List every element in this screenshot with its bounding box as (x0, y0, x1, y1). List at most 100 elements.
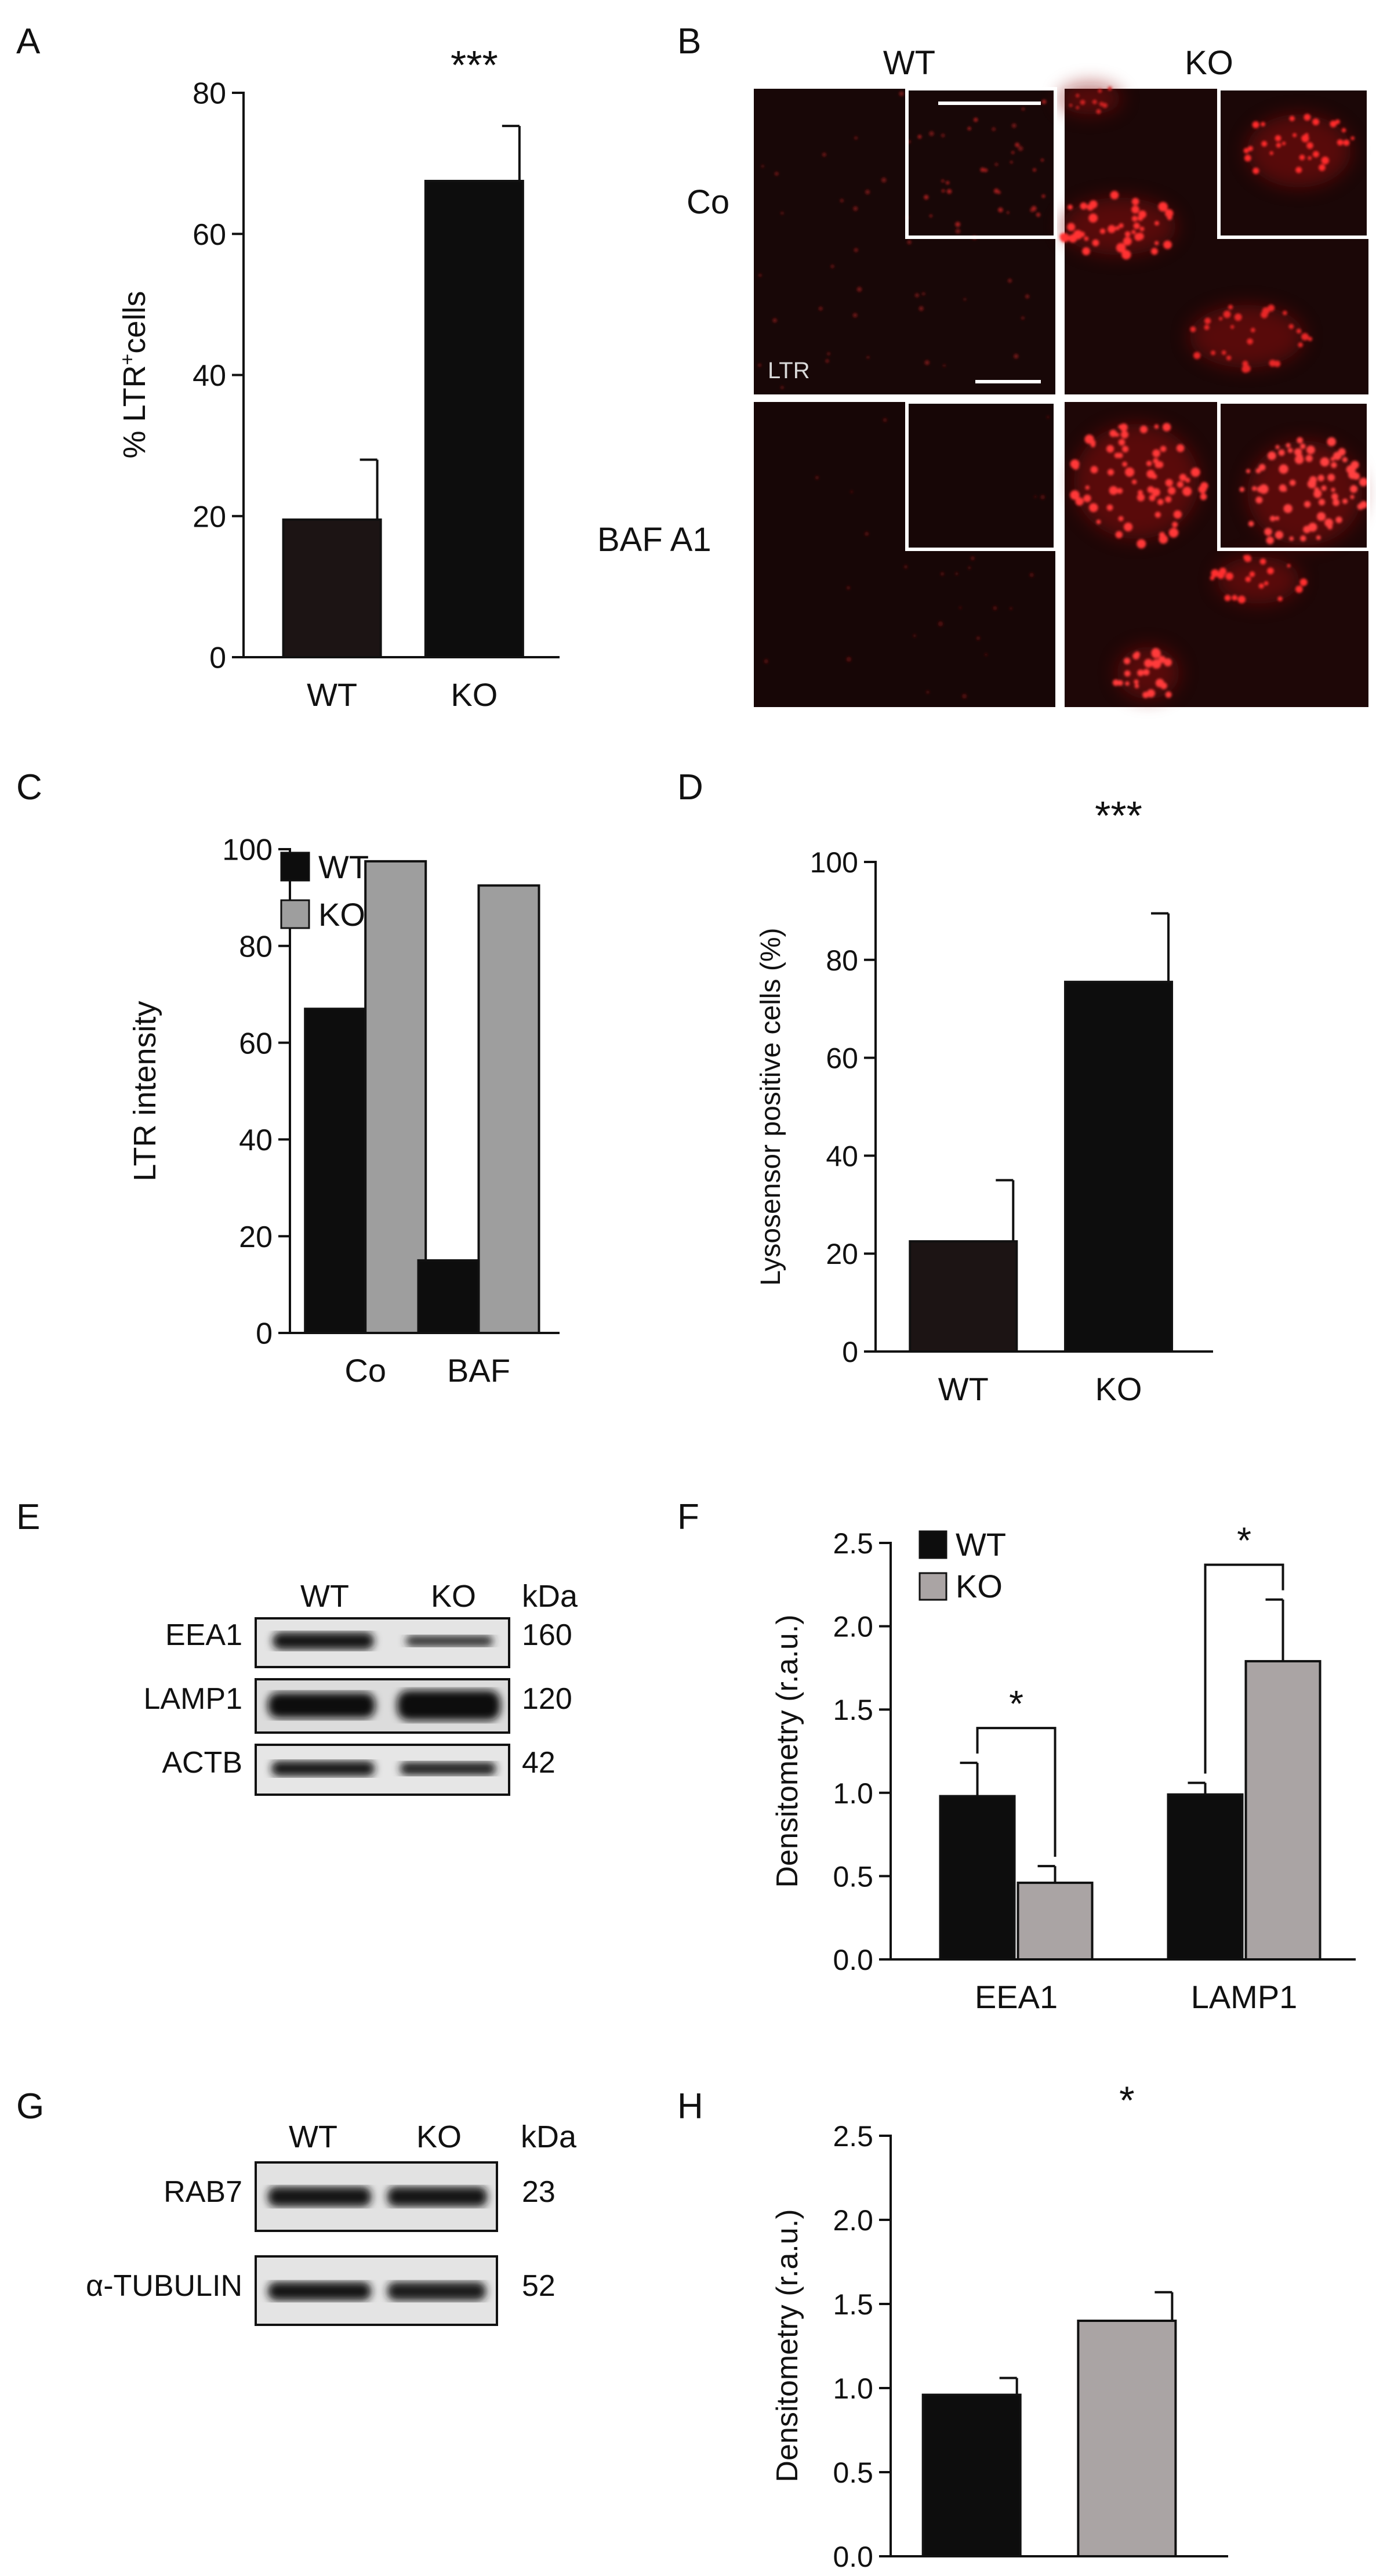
x-tick-label: KO (451, 676, 498, 713)
blot-band (268, 2187, 371, 2207)
fluorescent-puncta (830, 265, 834, 269)
fluorescent-puncta (1338, 448, 1346, 456)
panel-letter-f: F (677, 1497, 699, 1537)
fluorescent-puncta (1121, 249, 1131, 260)
legend-label-wt: WT (318, 849, 369, 885)
fluorescent-puncta (1076, 106, 1080, 110)
panel-letter-c: C (16, 767, 42, 807)
fluorescent-puncta (1248, 521, 1254, 527)
fluorescent-puncta (918, 306, 924, 311)
fluorescent-puncta (761, 165, 764, 168)
fluorescent-puncta (1305, 455, 1313, 462)
legend-label-ko: KO (956, 1568, 1003, 1604)
fluorescent-puncta (865, 531, 869, 536)
fluorescent-puncta (1165, 496, 1172, 503)
blot-e-kda-lamp1: 120 (522, 1682, 572, 1716)
panel-letter-d: D (677, 767, 703, 807)
fluorescent-puncta (774, 172, 779, 176)
fluorescent-puncta (1149, 494, 1156, 501)
chart-h: 0.00.51.01.52.02.5WTKO * Densitometry (r… (771, 2078, 1228, 2576)
fluorescent-puncta (1249, 571, 1255, 577)
fluorescent-puncta (1286, 443, 1291, 448)
bar-wt-co (304, 1008, 367, 1334)
fluorescent-puncta (976, 636, 981, 640)
chart-a-y-axis-label: % LTR+cells (117, 291, 152, 459)
fluorescent-puncta (1306, 445, 1315, 455)
significance-marker: * (1009, 1683, 1023, 1724)
fluorescent-puncta (1163, 658, 1172, 666)
fluorescent-puncta (959, 606, 962, 609)
fluorescent-puncta (1088, 503, 1098, 512)
fluorescent-puncta (943, 364, 946, 367)
fluorescent-puncta (1234, 313, 1242, 321)
fluorescent-puncta (1266, 536, 1275, 545)
fluorescent-puncta (955, 222, 961, 227)
fluorescent-puncta (1289, 479, 1296, 486)
fluorescent-puncta (1333, 499, 1340, 506)
fluorescent-puncta (1031, 206, 1037, 211)
fluorescent-puncta (1226, 355, 1232, 361)
fluorescent-puncta (1090, 442, 1096, 448)
y-tick-label: 1.5 (833, 2288, 873, 2321)
fluorescent-puncta (815, 476, 819, 480)
fluorescent-puncta (1131, 215, 1138, 222)
fluorescent-puncta (1318, 499, 1326, 506)
fluorescent-puncta (1119, 223, 1124, 229)
fluorescent-puncta (1223, 310, 1231, 318)
fluorescent-puncta (1116, 242, 1126, 253)
fluorescent-puncta (1182, 487, 1192, 497)
chart-c-y-axis-label: LTR intensity (128, 1001, 162, 1181)
fluorescent-puncta (1281, 142, 1286, 146)
fluorescent-puncta (1165, 479, 1173, 487)
chart-f-y-axis-label: Densitometry (r.a.u.) (771, 1614, 804, 1887)
fluorescent-puncta (1073, 230, 1083, 240)
blot-e-kda: kDa (522, 1579, 578, 1614)
fluorescent-puncta (1250, 328, 1255, 333)
chart-c: 0 20 40 60 80 100 Co BAF WT KO LTR intensity (128, 834, 560, 1389)
fluorescent-puncta (1279, 464, 1288, 474)
fluorescent-puncta (758, 274, 762, 277)
y-tick-label: 60 (239, 1027, 273, 1060)
y-tick-label: 80 (239, 930, 273, 964)
fluorescent-puncta (1125, 681, 1130, 686)
fluorescent-puncta (1297, 454, 1303, 459)
legend-label-wt: WT (956, 1526, 1006, 1563)
inset-box-wt-control (905, 87, 1057, 239)
fluorescent-puncta (1117, 680, 1123, 686)
fluorescent-puncta (1138, 215, 1143, 221)
x-tick-label: WT (938, 1371, 989, 1407)
fluorescent-puncta (1304, 114, 1311, 121)
fluorescent-puncta (818, 306, 823, 311)
fluorescent-puncta (1267, 567, 1274, 575)
fluorescent-puncta (1070, 490, 1080, 500)
fluorescent-puncta (1106, 504, 1113, 511)
fluorescent-puncta (1269, 516, 1276, 521)
fluorescent-puncta (1299, 578, 1308, 586)
fluorescent-puncta (941, 133, 945, 137)
fluorescent-puncta (1154, 512, 1161, 518)
fluorescent-puncta (1124, 231, 1131, 237)
y-tick-label: 20 (193, 500, 226, 534)
y-tick-label: 20 (239, 1220, 273, 1254)
fluorescent-puncta (1176, 444, 1185, 452)
blot-g-kda-rab7: 23 (522, 2175, 556, 2209)
fluorescent-puncta (1304, 501, 1311, 508)
fluorescent-puncta (1259, 484, 1269, 494)
bar-ko-eea1 (1016, 1881, 1094, 1961)
fluorescent-puncta (1142, 691, 1149, 698)
blot-e-col-wt: WT (300, 1579, 349, 1614)
panel-b-col-wt: WT (883, 44, 935, 82)
fluorescent-puncta (1007, 211, 1010, 214)
y-tick-label: 80 (826, 944, 858, 977)
fluorescent-puncta (1090, 466, 1098, 474)
fluorescent-puncta (1134, 679, 1139, 684)
fluorescent-puncta (903, 565, 908, 569)
fluorescent-puncta (907, 240, 912, 245)
fluorescent-puncta (1264, 581, 1269, 586)
fluorescent-puncta (1321, 485, 1327, 491)
fluorescent-puncta (924, 194, 929, 200)
micrograph-wt-control (754, 89, 1055, 394)
fluorescent-puncta (1225, 575, 1229, 579)
fluorescent-puncta (1252, 121, 1259, 129)
fluorescent-puncta (1190, 468, 1200, 477)
